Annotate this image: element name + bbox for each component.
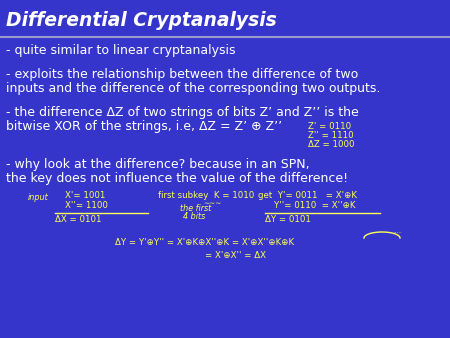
Text: first subkey  K = 1010: first subkey K = 1010 — [158, 191, 254, 200]
Text: - quite similar to linear cryptanalysis: - quite similar to linear cryptanalysis — [6, 44, 235, 57]
Text: X'= 1001: X'= 1001 — [65, 191, 105, 200]
Text: Z'' = 1110: Z'' = 1110 — [308, 131, 354, 140]
Text: ∼∼∼: ∼∼∼ — [203, 200, 221, 206]
Text: 4 bits: 4 bits — [183, 212, 205, 221]
Text: - exploits the relationship between the difference of two: - exploits the relationship between the … — [6, 68, 358, 81]
Text: ΔX = 0101: ΔX = 0101 — [55, 215, 102, 224]
Text: the first: the first — [180, 204, 211, 213]
Text: .....: ..... — [393, 229, 402, 234]
Text: the key does not influence the value of the difference!: the key does not influence the value of … — [6, 172, 348, 185]
Text: inputs and the difference of the corresponding two outputs.: inputs and the difference of the corresp… — [6, 82, 380, 95]
Text: Y''= 0110  = X''⊕K: Y''= 0110 = X''⊕K — [274, 201, 356, 210]
Text: ΔZ = 1000: ΔZ = 1000 — [308, 140, 355, 149]
Text: input: input — [28, 193, 49, 202]
Text: bitwise XOR of the strings, i.e, ΔZ = Z’ ⊕ Z’’: bitwise XOR of the strings, i.e, ΔZ = Z’… — [6, 120, 282, 133]
Text: - the difference ΔZ of two strings of bits Z’ and Z’’ is the: - the difference ΔZ of two strings of bi… — [6, 106, 359, 119]
Text: Differential Cryptanalysis: Differential Cryptanalysis — [6, 10, 277, 29]
Text: - why look at the difference? because in an SPN,: - why look at the difference? because in… — [6, 158, 310, 171]
Text: = X'⊕X'' = ΔX: = X'⊕X'' = ΔX — [205, 251, 266, 260]
Text: Z' = 0110: Z' = 0110 — [308, 122, 351, 131]
Text: X''= 1100: X''= 1100 — [65, 201, 108, 210]
Text: get  Y'= 0011   = X'⊕K: get Y'= 0011 = X'⊕K — [258, 191, 357, 200]
Text: ΔY = Y'⊕Y'' = X'⊕K⊕X''⊕K = X'⊕X''⊕K⊕K: ΔY = Y'⊕Y'' = X'⊕K⊕X''⊕K = X'⊕X''⊕K⊕K — [115, 238, 294, 247]
Text: ΔY = 0101: ΔY = 0101 — [265, 215, 311, 224]
